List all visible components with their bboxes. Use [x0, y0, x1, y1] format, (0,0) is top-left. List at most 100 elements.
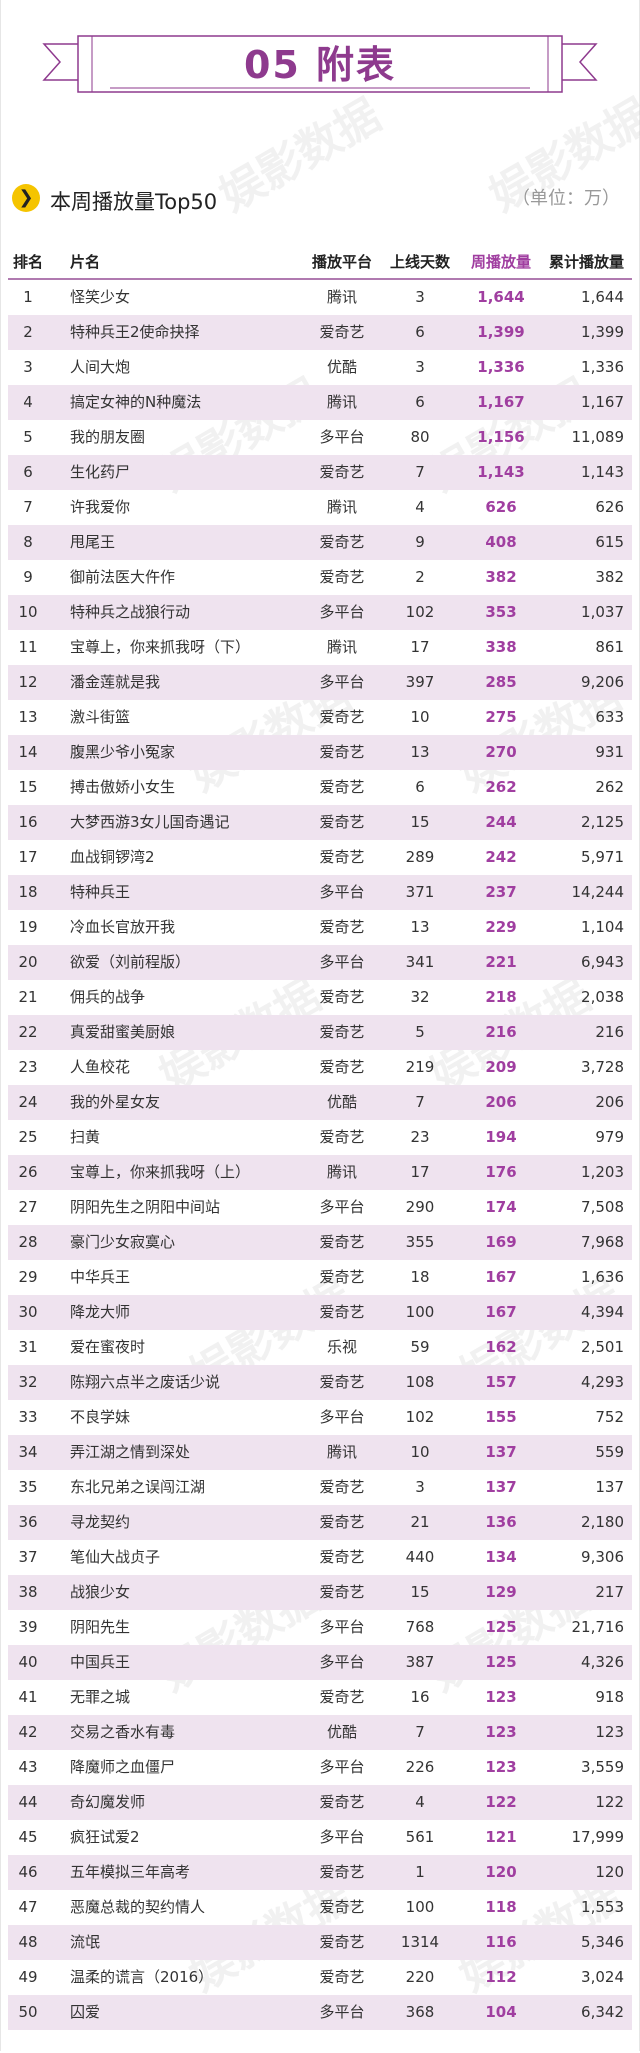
cell-rank: 30	[18, 1303, 38, 1321]
cell-platform: 多平台	[319, 883, 365, 901]
cell-days: 2	[415, 568, 425, 586]
cell-rank: 26	[18, 1163, 38, 1181]
cell-total: 2,501	[581, 1338, 624, 1356]
cell-total: 262	[595, 778, 624, 796]
cell-total: 120	[595, 1863, 624, 1881]
cell-total: 861	[595, 638, 624, 656]
cell-rank: 38	[18, 1583, 38, 1601]
cell-days: 5	[415, 1023, 425, 1041]
cell-name: 无罪之城	[70, 1688, 131, 1706]
table-row: 26 宝尊上，你来抓我呀（上） 腾讯 17 176 1,203	[8, 1155, 632, 1190]
cell-name: 东北兄弟之误闯江湖	[70, 1478, 206, 1496]
cell-days: 289	[405, 848, 435, 866]
cell-weekly: 285	[485, 673, 517, 691]
section-title: 本周播放量Top50	[50, 190, 218, 214]
table-row: 40 中国兵王 多平台 387 125 4,326	[8, 1645, 632, 1680]
cell-rank: 9	[23, 568, 33, 586]
cell-total: 3,559	[581, 1758, 624, 1776]
header-platform: 播放平台	[311, 253, 372, 271]
cell-rank: 5	[23, 428, 33, 446]
table-row: 30 降龙大师 爱奇艺 100 167 4,394	[8, 1295, 632, 1330]
cell-total: 216	[595, 1023, 624, 1041]
header-weekly: 周播放量	[470, 253, 531, 271]
table-row: 32 陈翔六点半之废话少说 爱奇艺 108 157 4,293	[8, 1365, 632, 1400]
cell-total: 5,971	[581, 848, 624, 866]
table-row: 10 特种兵之战狼行动 多平台 102 353 1,037	[8, 595, 632, 630]
table-row: 22 真爱甜蜜美厨娘 爱奇艺 5 216 216	[8, 1015, 632, 1050]
cell-platform: 爱奇艺	[319, 1303, 365, 1321]
cell-weekly: 382	[485, 568, 517, 586]
table-body: 1 怪笑少女 腾讯 3 1,644 1,644 2 特种兵王2使命抉择 爱奇艺 6 1,399 1,3…	[8, 280, 632, 2030]
table-row: 36 寻龙契约 爱奇艺 21 136 2,180	[8, 1505, 632, 1540]
cell-rank: 46	[18, 1863, 38, 1881]
cell-platform: 多平台	[319, 1198, 365, 1216]
table-row: 25 扫黄 爱奇艺 23 194 979	[8, 1120, 632, 1155]
cell-days: 6	[415, 393, 425, 411]
cell-days: 100	[405, 1898, 435, 1916]
cell-weekly: 137	[485, 1478, 517, 1496]
table-row: 41 无罪之城 爱奇艺 16 123 918	[8, 1680, 632, 1715]
cell-rank: 18	[18, 883, 38, 901]
cell-total: 626	[595, 498, 624, 516]
table-row: 46 五年模拟三年高考 爱奇艺 1 120 120	[8, 1855, 632, 1890]
table-row: 34 弄江湖之情到深处 腾讯 10 137 559	[8, 1435, 632, 1470]
cell-total: 1,636	[581, 1268, 624, 1286]
cell-total: 217	[595, 1583, 624, 1601]
table-row: 9 御前法医大仵作 爱奇艺 2 382 382	[8, 560, 632, 595]
table-row: 50 囚爱 多平台 368 104 6,342	[8, 1995, 632, 2030]
table-row: 23 人鱼校花 爱奇艺 219 209 3,728	[8, 1050, 632, 1085]
cell-days: 1	[415, 1863, 425, 1881]
cell-total: 3,728	[581, 1058, 624, 1076]
table-row: 5 我的朋友圈 多平台 80 1,156 11,089	[8, 420, 632, 455]
cell-days: 219	[405, 1058, 435, 1076]
cell-rank: 32	[18, 1373, 38, 1391]
cell-name: 欲爱（刘前程版）	[70, 953, 191, 971]
cell-platform: 多平台	[319, 1758, 365, 1776]
cell-total: 9,206	[581, 673, 624, 691]
cell-name: 潘金莲就是我	[70, 673, 161, 691]
table-row: 37 笔仙大战贞子 爱奇艺 440 134 9,306	[8, 1540, 632, 1575]
table-row: 21 佣兵的战争 爱奇艺 32 218 2,038	[8, 980, 632, 1015]
cell-name: 大梦西游3女儿国奇遇记	[70, 813, 230, 831]
cell-rank: 48	[18, 1933, 38, 1951]
table-row: 18 特种兵王 多平台 371 237 14,244	[8, 875, 632, 910]
cell-total: 17,999	[571, 1828, 625, 1846]
cell-platform: 爱奇艺	[319, 1933, 365, 1951]
cell-platform: 多平台	[319, 1408, 365, 1426]
cell-total: 559	[595, 1443, 624, 1461]
cell-weekly: 229	[485, 918, 517, 936]
cell-rank: 34	[18, 1443, 38, 1461]
cell-weekly: 206	[485, 1093, 517, 1111]
cell-weekly: 116	[485, 1933, 517, 1951]
cell-total: 615	[595, 533, 624, 551]
table-row: 27 阴阳先生之阴阳中间站 多平台 290 174 7,508	[8, 1190, 632, 1225]
cell-days: 561	[405, 1828, 435, 1846]
cell-platform: 爱奇艺	[319, 708, 365, 726]
cell-platform: 爱奇艺	[319, 813, 365, 831]
cell-platform: 腾讯	[326, 288, 357, 306]
cell-platform: 乐视	[326, 1338, 357, 1356]
cell-total: 4,326	[581, 1653, 624, 1671]
cell-weekly: 125	[485, 1618, 517, 1636]
cell-name: 扫黄	[70, 1128, 101, 1146]
cell-platform: 腾讯	[326, 498, 357, 516]
cell-weekly: 112	[485, 1968, 517, 1986]
cell-platform: 爱奇艺	[319, 1058, 365, 1076]
cell-weekly: 167	[485, 1268, 517, 1286]
cell-rank: 40	[18, 1653, 38, 1671]
cell-days: 21	[410, 1513, 430, 1531]
cell-total: 1,336	[581, 358, 624, 376]
cell-name: 战狼少女	[70, 1583, 131, 1601]
cell-weekly: 218	[485, 988, 517, 1006]
cell-platform: 多平台	[319, 1618, 365, 1636]
cell-name: 宝尊上，你来抓我呀（上）	[70, 1163, 251, 1181]
cell-platform: 爱奇艺	[319, 988, 365, 1006]
cell-platform: 优酷	[326, 1093, 357, 1111]
cell-name: 人间大炮	[70, 358, 131, 376]
cell-weekly: 137	[485, 1443, 517, 1461]
cell-name: 我的朋友圈	[70, 428, 146, 446]
cell-name: 许我爱你	[70, 498, 131, 516]
cell-rank: 17	[18, 848, 38, 866]
cell-rank: 36	[18, 1513, 38, 1531]
cell-platform: 多平台	[319, 2003, 365, 2021]
